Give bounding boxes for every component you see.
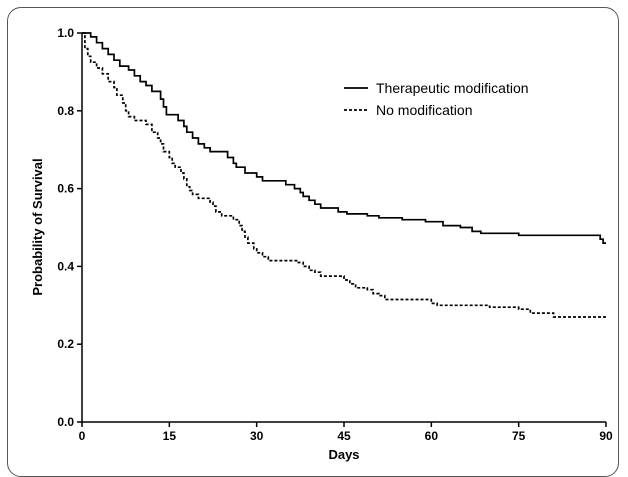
x-tick-label: 15 bbox=[163, 429, 177, 443]
y-tick-label: 0.0 bbox=[57, 415, 74, 429]
y-tick-label: 1.0 bbox=[57, 26, 74, 40]
legend: Therapeutic modification No modification bbox=[344, 80, 529, 118]
survival-chart: 0.0 0.2 0.4 0.6 0.8 1.0 0 15 30 45 60 75 90 Probabi… bbox=[30, 26, 613, 462]
x-tick-label: 60 bbox=[425, 429, 439, 443]
y-axis-ticks: 0.0 0.2 0.4 0.6 0.8 1.0 bbox=[57, 26, 82, 429]
x-tick-label: 45 bbox=[337, 429, 351, 443]
y-tick-label: 0.6 bbox=[57, 182, 74, 196]
legend-label-therapeutic: Therapeutic modification bbox=[376, 80, 529, 96]
y-tick-label: 0.4 bbox=[57, 259, 74, 273]
y-tick-label: 0.2 bbox=[57, 337, 74, 351]
y-tick-label: 0.8 bbox=[57, 104, 74, 118]
x-axis-ticks: 0 15 30 45 60 75 90 bbox=[79, 422, 613, 443]
survival-curves bbox=[82, 32, 606, 318]
y-axis-title: Probability of Survival bbox=[30, 158, 45, 295]
x-tick-label: 90 bbox=[599, 429, 613, 443]
x-tick-label: 75 bbox=[512, 429, 526, 443]
chart-frame bbox=[7, 7, 619, 477]
x-tick-label: 0 bbox=[79, 429, 86, 443]
x-axis-title: Days bbox=[328, 447, 359, 462]
series-line-therapeutic bbox=[82, 32, 606, 244]
x-tick-label: 30 bbox=[250, 429, 264, 443]
series-line-no-modification bbox=[82, 32, 606, 318]
legend-label-no-modification: No modification bbox=[376, 102, 473, 118]
